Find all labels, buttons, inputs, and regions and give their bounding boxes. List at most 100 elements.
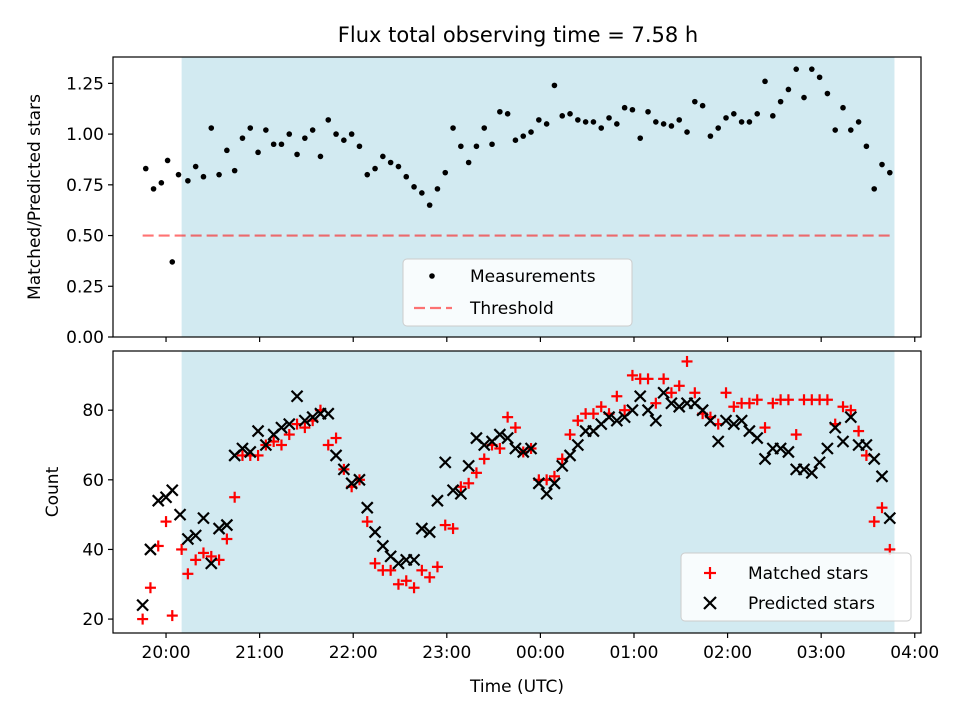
matched-star-point: [837, 401, 849, 413]
predicted-star-point: [454, 487, 468, 501]
predicted-star-point: [321, 407, 335, 420]
matched-star-point: [751, 394, 763, 406]
predicted-star-point: [509, 442, 522, 455]
measurement-point: [785, 86, 792, 93]
measurement-point: [738, 119, 745, 125]
predicted-star-point: [711, 435, 725, 448]
predicted-star-point: [704, 414, 717, 427]
predicted-star-point: [657, 386, 670, 400]
matched-star-point: [572, 415, 584, 427]
predicted-star-point: [423, 525, 436, 539]
measurement-point: [543, 121, 550, 127]
measurement-point: [426, 202, 433, 208]
predicted-star-point: [275, 421, 288, 434]
matched-star-point: [587, 408, 599, 420]
matched-star-point: [144, 582, 156, 594]
measurement-point: [559, 113, 566, 119]
matched-star-point: [424, 571, 436, 583]
measurement-point: [317, 153, 324, 160]
predicted-star-point: [298, 414, 312, 427]
measurement-point: [824, 90, 831, 97]
matched-star-point: [619, 404, 631, 416]
legend-x-marker: [703, 596, 717, 610]
measurement-point: [158, 179, 165, 186]
measurement-point: [411, 184, 417, 190]
measurement-point: [699, 102, 706, 109]
predicted-star-point: [860, 438, 873, 452]
legend-entry: Predicted stars: [748, 594, 875, 614]
y-tick-label: 0.75: [66, 176, 104, 196]
measurement-point: [551, 82, 558, 89]
matched-star-point: [876, 502, 888, 514]
measurement-point: [832, 127, 839, 133]
predicted-star-point: [236, 442, 249, 455]
measurement-point: [442, 169, 449, 176]
measurement-point: [175, 171, 182, 178]
measurement-point: [684, 129, 690, 135]
matched-star-point: [322, 439, 334, 451]
predicted-star-point: [602, 410, 616, 424]
matched-star-point: [229, 491, 241, 503]
measurement-point: [762, 78, 768, 85]
measurement-point: [255, 149, 261, 156]
measurement-point: [520, 133, 527, 139]
predicted-star-point: [438, 456, 452, 469]
x-axis-ticks: [165, 337, 916, 342]
measurement-point: [809, 66, 815, 72]
predicted-star-point: [626, 403, 639, 417]
matched-star-point: [689, 387, 701, 399]
measurement-point: [770, 113, 776, 119]
predicted-star-point: [797, 463, 811, 476]
predicted-star-point: [828, 421, 842, 434]
measurement-point: [660, 121, 667, 127]
legend: Measurements Threshold: [402, 258, 633, 327]
predicted-star-point: [867, 452, 881, 466]
measurement-point: [387, 159, 394, 166]
predicted-star-point: [415, 522, 429, 535]
matched-star-point: [400, 575, 412, 587]
x-axis-label: Time (UTC): [469, 677, 564, 697]
measurement-point: [473, 143, 480, 150]
matched-star-point: [299, 422, 311, 434]
x-tick-label: 22:00: [329, 643, 378, 663]
predicted-star-point: [540, 487, 553, 501]
measurement-point: [754, 111, 761, 117]
measurement-point: [848, 127, 854, 133]
matched-star-point: [385, 564, 397, 576]
measurement-point: [731, 111, 737, 117]
matched-star-point: [743, 397, 755, 409]
matched-star-point: [494, 442, 506, 454]
predicted-star-point: [571, 438, 585, 452]
predicted-star-point: [368, 525, 382, 539]
predicted-star-point: [649, 414, 663, 427]
matched-star-point: [439, 519, 451, 531]
predicted-star-point: [532, 477, 546, 490]
predicted-star-point: [758, 452, 772, 466]
x-tick-label: 03:00: [797, 643, 846, 663]
y-tick-label: 80: [82, 401, 104, 421]
matched-star-point: [182, 568, 194, 580]
predicted-star-point: [360, 501, 374, 514]
measurement-point: [200, 173, 207, 180]
matched-star-point: [392, 578, 404, 590]
matched-star-point: [361, 516, 373, 528]
y-tick-label: 1.00: [66, 125, 104, 145]
matched-star-point: [790, 429, 802, 441]
measurement-point: [395, 163, 402, 170]
measurement-point: [348, 131, 355, 137]
matched-star-point: [283, 429, 295, 441]
predicted-star-point: [501, 431, 514, 445]
measurement-point: [614, 121, 620, 127]
measurement-point: [871, 186, 878, 192]
legend-box: [402, 258, 633, 327]
measurement-point: [239, 135, 246, 141]
predicted-star-point: [750, 431, 764, 445]
predicted-star-point: [782, 445, 795, 459]
measurement-point: [715, 125, 722, 131]
legend-box: [680, 552, 912, 622]
measurement-point: [801, 94, 807, 101]
predicted-star-point: [431, 494, 444, 507]
measurement-point: [692, 98, 698, 105]
measurement-point: [536, 117, 542, 123]
predicted-star-point: [774, 442, 787, 455]
